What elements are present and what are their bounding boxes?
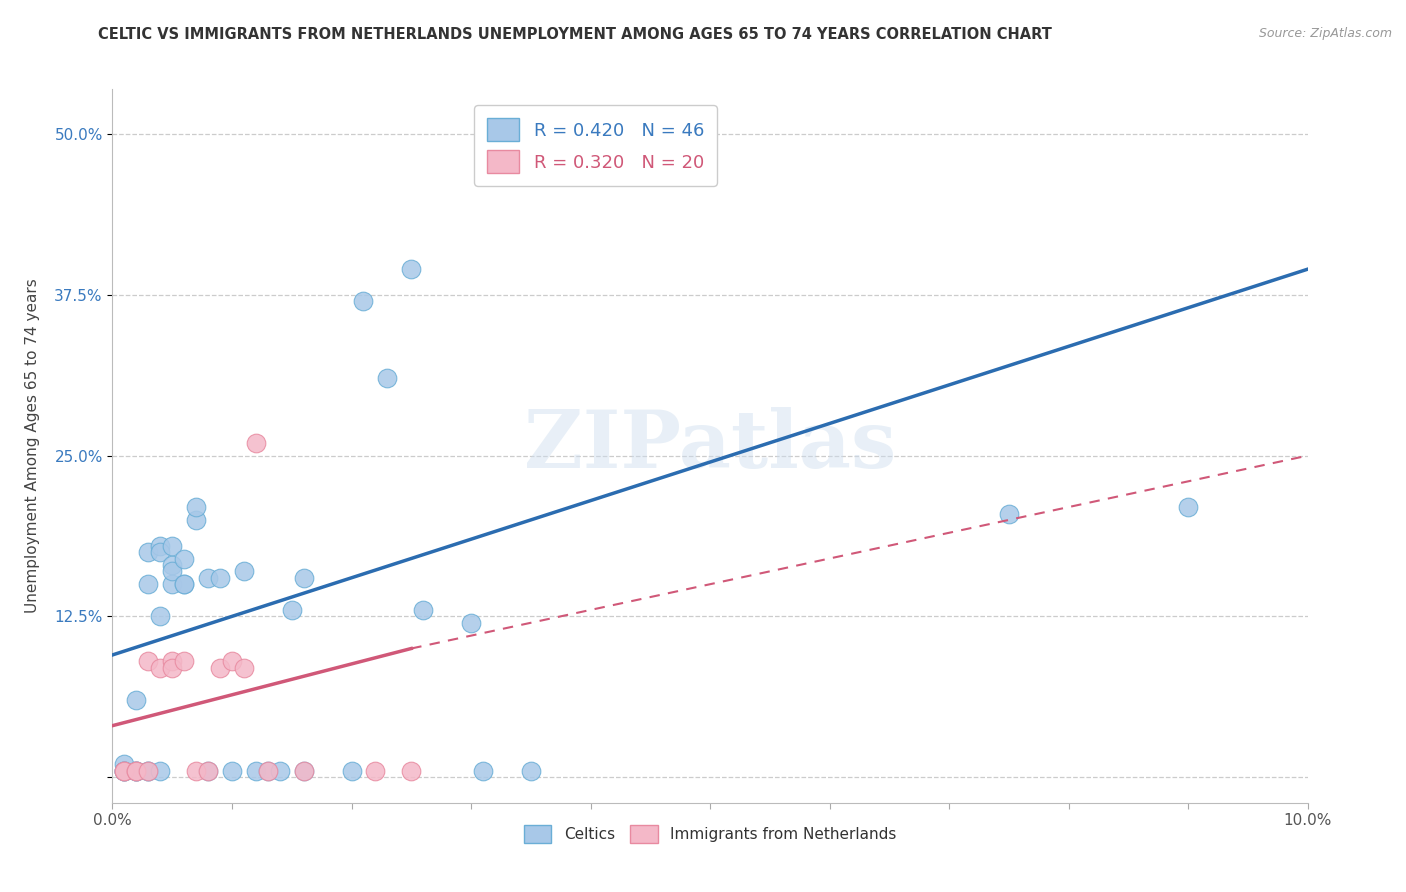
Point (125, 764, 148, 778)
Point (233, 661, 256, 675)
Point (138, 764, 160, 778)
Point (353, 294, 375, 309)
Point (138, 545, 160, 559)
Text: ZIPatlas: ZIPatlas (524, 407, 896, 485)
Point (114, 764, 135, 778)
Point (292, 764, 315, 778)
Point (520, 764, 543, 778)
Point (377, 371, 399, 385)
Point (149, 764, 172, 778)
Point (149, 661, 172, 675)
Point (173, 551, 195, 566)
Point (209, 661, 232, 675)
Point (125, 764, 148, 778)
Point (138, 764, 160, 778)
Point (364, 764, 387, 778)
Point (125, 764, 148, 778)
Point (245, 764, 267, 778)
Point (1177, 500, 1199, 514)
Point (340, 764, 363, 778)
Point (114, 764, 135, 778)
Point (149, 609, 172, 624)
Point (173, 577, 195, 591)
Point (114, 764, 135, 778)
Point (186, 764, 208, 778)
Point (162, 577, 183, 591)
Point (269, 764, 291, 778)
Point (197, 764, 219, 778)
Point (412, 603, 434, 617)
Point (257, 764, 280, 778)
Y-axis label: Unemployment Among Ages 65 to 74 years: Unemployment Among Ages 65 to 74 years (25, 278, 41, 614)
Point (173, 577, 195, 591)
Point (125, 764, 148, 778)
Point (162, 558, 183, 572)
Point (245, 435, 267, 450)
Point (197, 571, 219, 585)
Point (292, 571, 315, 585)
Point (186, 500, 208, 514)
Legend: Celtics, Immigrants from Netherlands: Celtics, Immigrants from Netherlands (517, 819, 903, 848)
Point (221, 654, 243, 668)
Point (401, 764, 423, 778)
Point (125, 693, 148, 707)
Text: CELTIC VS IMMIGRANTS FROM NETHERLANDS UNEMPLOYMENT AMONG AGES 65 TO 74 YEARS COR: CELTIC VS IMMIGRANTS FROM NETHERLANDS UN… (98, 27, 1052, 42)
Point (173, 654, 195, 668)
Point (162, 654, 183, 668)
Point (460, 615, 482, 630)
Point (998, 507, 1021, 521)
Text: Source: ZipAtlas.com: Source: ZipAtlas.com (1258, 27, 1392, 40)
Point (114, 764, 135, 778)
Point (114, 757, 135, 772)
Point (125, 764, 148, 778)
Point (401, 262, 423, 277)
Point (162, 565, 183, 579)
Point (162, 661, 183, 675)
Point (281, 603, 304, 617)
Point (472, 764, 495, 778)
Point (257, 764, 280, 778)
Point (233, 565, 256, 579)
Point (209, 571, 232, 585)
Point (138, 577, 160, 591)
Point (221, 764, 243, 778)
Point (149, 539, 172, 553)
Point (197, 764, 219, 778)
Point (292, 764, 315, 778)
Point (114, 764, 135, 778)
Point (138, 764, 160, 778)
Point (138, 654, 160, 668)
Point (162, 539, 183, 553)
Point (186, 513, 208, 527)
Point (149, 545, 172, 559)
